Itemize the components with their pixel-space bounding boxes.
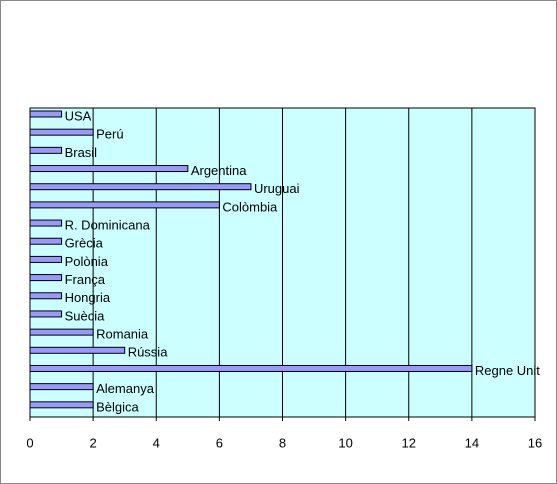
bar <box>29 401 94 409</box>
bar <box>29 310 63 318</box>
bar <box>29 274 63 282</box>
bar-label: França <box>65 272 106 287</box>
bar <box>29 364 473 372</box>
bar <box>29 219 63 227</box>
bar-label: Argentina <box>191 163 247 178</box>
bar-label: Suècia <box>65 308 106 323</box>
x-tick-label: 8 <box>279 435 286 450</box>
bar <box>29 328 94 336</box>
x-tick-label: 10 <box>338 435 352 450</box>
bar-label: Grècia <box>65 236 104 251</box>
bar <box>29 255 63 263</box>
bar <box>29 146 63 154</box>
bar <box>29 128 94 136</box>
x-tick-label: 4 <box>153 435 160 450</box>
x-tick-label: 16 <box>528 435 542 450</box>
bar-label: USA <box>65 108 92 123</box>
bar <box>29 237 63 245</box>
bar-label: Polònia <box>65 254 109 269</box>
bar <box>29 165 189 173</box>
x-tick-label: 2 <box>90 435 97 450</box>
bar <box>29 183 252 191</box>
bar-label: R. Dominicana <box>65 217 151 232</box>
bar-label: Regne Unit <box>475 363 540 378</box>
x-tick-label: 6 <box>216 435 223 450</box>
bar <box>29 110 63 118</box>
bar-label: Hongria <box>65 290 111 305</box>
bar-label: Perú <box>96 127 123 142</box>
bar-label: Bèlgica <box>96 399 139 414</box>
x-tick-label: 0 <box>26 435 33 450</box>
bar-label: Brasil <box>65 145 98 160</box>
x-tick-label: 14 <box>465 435 479 450</box>
bar <box>29 201 220 209</box>
bar-label: Alemanya <box>96 381 155 396</box>
bar-label: Rússia <box>128 345 169 360</box>
bar <box>29 346 126 354</box>
x-tick-label: 12 <box>402 435 416 450</box>
bar-label: Uruguai <box>254 181 300 196</box>
bar <box>29 292 63 300</box>
bar-label: Romania <box>96 327 149 342</box>
bar-label: Colòmbia <box>222 199 278 214</box>
bar <box>29 383 94 391</box>
